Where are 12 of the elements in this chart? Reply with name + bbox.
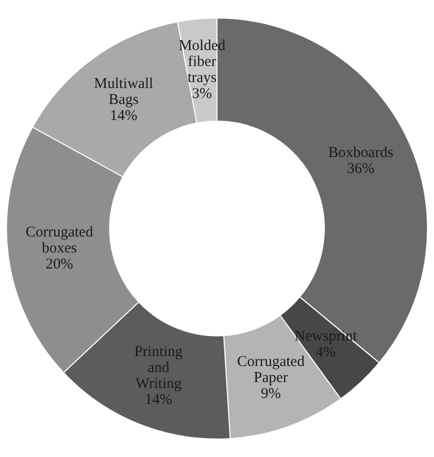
slice-label: Molded fiber trays bbox=[178, 38, 226, 86]
data-label: 3% bbox=[192, 86, 212, 102]
data-label: 9% bbox=[260, 386, 281, 402]
slice-label: Multiwall Bags bbox=[94, 76, 154, 108]
slice-label: Boxboards bbox=[328, 144, 394, 161]
data-label: 14% bbox=[144, 392, 172, 408]
data-label: 36% bbox=[347, 160, 375, 177]
data-label: 20% bbox=[46, 256, 74, 272]
data-label: 14% bbox=[110, 108, 138, 124]
slice-label: Printing and Writing bbox=[134, 344, 184, 392]
slice-label: Corrugated Paper bbox=[237, 354, 306, 386]
slice-label: Corrugated boxes bbox=[26, 224, 94, 256]
